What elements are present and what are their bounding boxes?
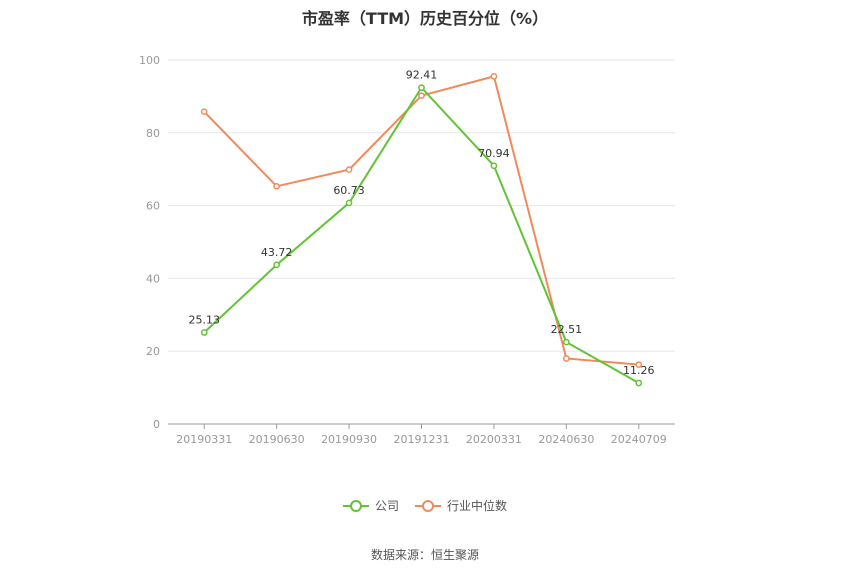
legend-label: 公司 [374,499,399,513]
source-text: 数据来源：恒生聚源 [370,548,479,562]
x-tick-label: 20190930 [321,433,377,446]
legend-item-industry-median[interactable]: 行业中位数 [415,497,507,514]
x-tick-label: 20191231 [394,433,450,446]
data-label: 92.41 [406,69,438,82]
data-point-industry-median [418,92,425,100]
data-point-industry-median [490,73,498,80]
legend: 公司 行业中位数 [0,497,850,514]
data-point-industry-median [200,108,208,116]
x-tick-label: 20240709 [611,433,667,446]
legend-label: 行业中位数 [447,499,508,513]
data-point-industry-median [563,355,570,362]
data-point-company [563,338,570,346]
data-label: 43.72 [261,246,293,259]
y-tick-label: 40 [146,272,160,285]
data-label: 11.26 [623,364,655,377]
data-label: 22.51 [551,323,583,336]
x-tick-label: 20190630 [249,433,305,446]
data-label: 25.13 [188,314,220,327]
legend-swatch-icon [415,499,441,512]
data-point-industry-median [345,166,353,173]
y-tick-label: 0 [153,418,160,431]
y-tick-label: 20 [146,345,160,358]
data-label: 70.94 [478,147,510,160]
data-point-company [490,162,498,170]
x-tick-label: 20240630 [538,433,594,446]
y-tick-label: 100 [139,54,160,67]
data-point-company [345,199,353,207]
y-tick-label: 80 [146,127,160,140]
data-point-company [273,261,280,269]
y-tick-label: 60 [146,200,160,213]
legend-swatch-icon [342,499,369,512]
data-point-industry-median [635,361,643,369]
data-label: 60.73 [333,184,365,197]
series-line-company [203,85,640,384]
data-point-industry-median [273,182,280,190]
x-tick-label: 20190331 [176,433,232,446]
data-point-company [200,329,208,336]
data-point-company [635,379,643,387]
series-line-industry-median [203,75,639,366]
x-tick-label: 20200331 [466,433,522,446]
chart-title: 市盈率（TTM）历史百分位（%） [301,9,549,28]
data-point-company [418,84,425,91]
legend-item-company[interactable]: 公司 [342,497,399,514]
